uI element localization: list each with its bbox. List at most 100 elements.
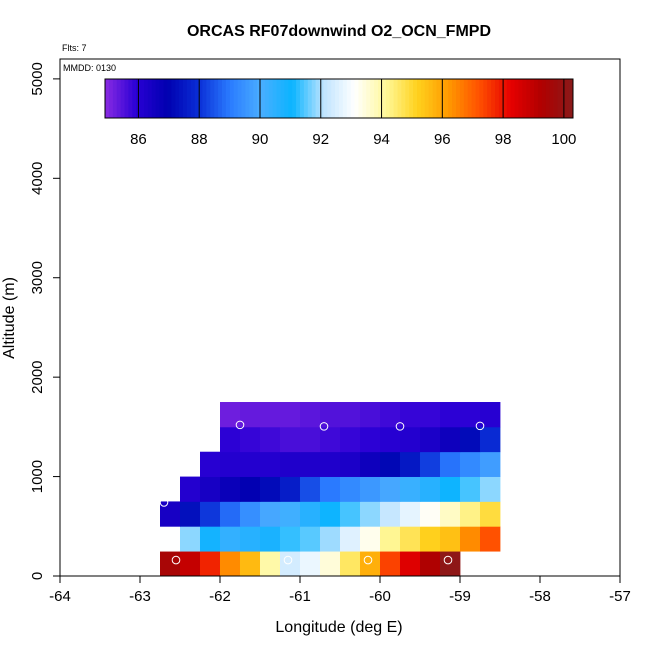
- sample-markers: [159, 420, 521, 565]
- colorbar-segment: [409, 79, 414, 118]
- colorbar-segment: [428, 79, 434, 118]
- colorbar-segment: [491, 79, 496, 118]
- colorbar-segment: [432, 79, 437, 118]
- heatmap-cell: [440, 451, 461, 477]
- colorbar-segment: [510, 79, 515, 118]
- heatmap-cell: [420, 402, 441, 428]
- colorbar-segment: [463, 79, 469, 118]
- colorbar-segment: [225, 79, 231, 118]
- heatmap-cell: [380, 501, 401, 527]
- heatmap-cell: [320, 402, 341, 428]
- heatmap-cell: [220, 551, 241, 577]
- heatmap-cell: [260, 476, 281, 502]
- colorbar-segment: [288, 79, 293, 118]
- colorbar-segment: [179, 79, 184, 118]
- colorbar-tick-label: 100: [551, 131, 576, 148]
- colorbar-segment: [261, 79, 266, 118]
- colorbar-segment: [342, 79, 348, 118]
- colorbar-segment: [280, 79, 285, 118]
- colorbar-segment: [514, 79, 519, 118]
- colorbar-segment: [452, 79, 457, 118]
- heatmap-cell: [340, 551, 361, 577]
- heatmap-cell: [260, 402, 281, 428]
- heatmap-cell: [200, 476, 221, 502]
- colorbar-segment: [339, 79, 344, 118]
- heatmap-cell: [320, 476, 341, 502]
- colorbar-segment: [413, 79, 418, 118]
- y-axis-label: Altitude (m): [1, 277, 18, 359]
- heatmap-cell: [400, 476, 421, 502]
- colorbar-segment: [471, 79, 476, 118]
- colorbar-segment: [132, 79, 137, 118]
- colorbar-segment: [147, 79, 153, 118]
- colorbar-tick-label: 96: [434, 131, 451, 148]
- heatmap-cell: [480, 476, 501, 502]
- heatmap-cell: [260, 451, 281, 477]
- colorbar-segment: [483, 79, 488, 118]
- heatmap-cell: [380, 526, 401, 552]
- colorbar-segment: [534, 79, 539, 118]
- colorbar-segment: [553, 79, 558, 118]
- colorbar-segment: [140, 79, 145, 118]
- colorbar-segment: [389, 79, 395, 118]
- heatmap-cell: [280, 451, 301, 477]
- sample-marker: [159, 498, 169, 507]
- x-tick-label: -62: [209, 588, 231, 605]
- heatmap-cell: [480, 451, 501, 477]
- heatmap-cell: [300, 476, 321, 502]
- colorbar: 86 88 90 92 94 96 98 100: [104, 78, 576, 148]
- sample-marker: [395, 422, 405, 431]
- colorbar-segment: [557, 79, 562, 118]
- colorbar-segment: [155, 79, 161, 118]
- colorbar-segment: [296, 79, 301, 118]
- heatmap-cell: [360, 526, 381, 552]
- colorbar-segment: [190, 79, 196, 118]
- heatmap-cell: [240, 426, 261, 453]
- colorbar-segment: [498, 79, 504, 118]
- heatmap-cell: [340, 526, 361, 552]
- colorbar-segment: [245, 79, 250, 118]
- colorbar-tick-label: 92: [312, 131, 329, 148]
- heatmap-cell: [460, 526, 481, 552]
- heatmap-cell: [460, 426, 481, 453]
- colorbar-segment: [420, 79, 426, 118]
- colorbar-segment: [374, 79, 379, 118]
- colorbar-segment: [105, 79, 110, 118]
- heatmap-cell: [340, 426, 361, 453]
- colorbar-segment: [171, 79, 176, 118]
- heatmap-cell: [160, 526, 181, 552]
- colorbar-segment: [253, 79, 258, 118]
- colorbar-segment: [159, 79, 164, 118]
- heatmap-cell: [440, 476, 461, 502]
- x-axis: -64 -63 -62 -61 -60 -59 -58 -57: [49, 576, 631, 605]
- heatmap-cell: [460, 501, 481, 527]
- colorbar-segment: [526, 79, 531, 118]
- heatmap-cell: [460, 451, 481, 477]
- colorbar-segment: [198, 79, 203, 118]
- heatmap-cell: [340, 402, 361, 428]
- colorbar-segment: [108, 79, 114, 118]
- colorbar-segment: [268, 79, 274, 118]
- colorbar-segment: [292, 79, 297, 118]
- colorbar-segment: [116, 79, 122, 118]
- heatmap-cell: [300, 402, 321, 428]
- colorbar-tick-label: 98: [495, 131, 512, 148]
- colorbar-segment: [218, 79, 223, 118]
- colorbar-segment: [448, 79, 453, 118]
- heatmap-cell: [260, 526, 281, 552]
- colorbar-segment: [541, 79, 547, 118]
- heatmap-cell: [420, 426, 441, 453]
- colorbar-segment: [405, 79, 410, 118]
- heatmap-cell: [440, 402, 461, 428]
- colorbar-segment: [300, 79, 305, 118]
- heatmap-cell: [280, 501, 301, 527]
- colorbar-segment: [323, 79, 328, 118]
- heatmap-cell: [340, 501, 361, 527]
- heatmap-cell: [320, 426, 341, 453]
- colorbar-segment: [393, 79, 398, 118]
- colorbar-segment: [381, 79, 387, 118]
- colorbar-segment: [319, 79, 324, 118]
- heatmap-cell: [180, 526, 201, 552]
- colorbar-segment: [311, 79, 317, 118]
- heatmap-cell: [340, 476, 361, 502]
